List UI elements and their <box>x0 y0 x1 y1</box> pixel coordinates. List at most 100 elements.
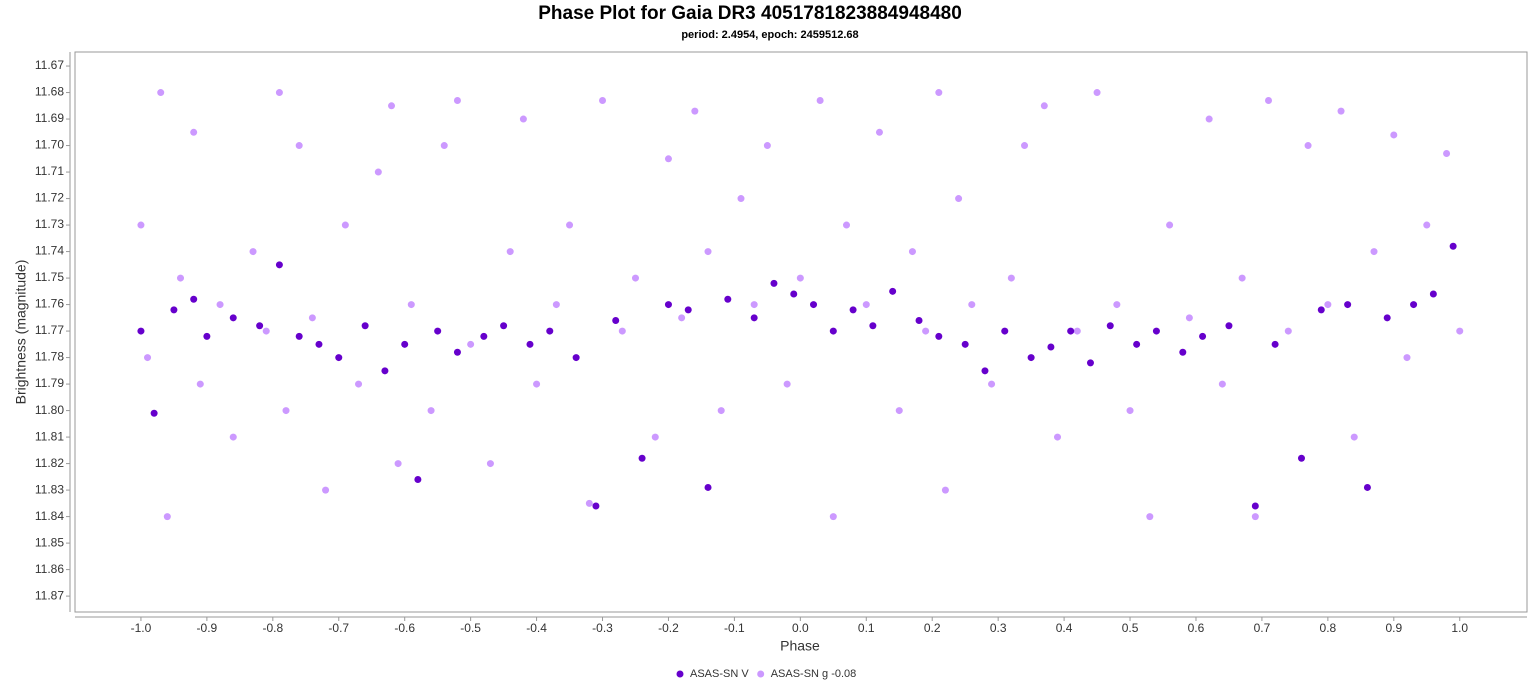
data-point <box>216 301 224 309</box>
data-point <box>908 248 916 256</box>
data-point <box>889 287 897 295</box>
data-point <box>941 486 949 494</box>
data-point <box>295 332 303 340</box>
data-point <box>1146 513 1154 521</box>
data-point <box>618 327 626 335</box>
data-point <box>585 499 593 507</box>
data-point <box>137 221 145 229</box>
data-point <box>480 332 488 340</box>
data-point <box>651 433 659 441</box>
x-tick-label: 0.2 <box>924 621 941 635</box>
data-point <box>519 115 527 123</box>
data-point <box>1067 327 1075 335</box>
data-point <box>664 301 672 309</box>
data-point <box>1047 343 1055 351</box>
data-point <box>572 354 580 362</box>
data-point <box>1271 340 1279 348</box>
data-point <box>1001 327 1009 335</box>
data-point <box>678 314 686 322</box>
y-tick-label: 11.86 <box>35 562 64 576</box>
data-point <box>1383 314 1391 322</box>
data-point <box>790 290 798 298</box>
data-point <box>915 316 923 324</box>
data-point <box>1324 301 1332 309</box>
data-point <box>374 168 382 176</box>
y-tick-label: 11.81 <box>35 429 64 443</box>
x-tick-label: 0.6 <box>1188 621 1205 635</box>
data-point <box>638 454 646 462</box>
data-point <box>1337 107 1345 115</box>
x-tick-label: 1.0 <box>1451 621 1468 635</box>
y-tick-label: 11.68 <box>35 85 64 99</box>
x-tick-label: -0.7 <box>328 621 349 635</box>
data-point <box>1363 483 1371 491</box>
data-point <box>1449 242 1457 250</box>
data-point <box>750 314 758 322</box>
data-point <box>1410 301 1418 309</box>
data-point <box>308 314 316 322</box>
data-point <box>763 142 771 150</box>
data-point <box>1021 142 1029 150</box>
data-point <box>935 89 943 97</box>
data-point <box>275 89 283 97</box>
data-point <box>724 295 732 303</box>
y-tick-label: 11.67 <box>35 58 64 72</box>
data-point <box>1185 314 1193 322</box>
y-tick-label: 11.83 <box>35 482 64 496</box>
data-point <box>282 407 290 415</box>
y-tick-label: 11.74 <box>35 244 64 258</box>
y-tick-label: 11.84 <box>35 509 64 523</box>
data-point <box>440 142 448 150</box>
y-tick-label: 11.75 <box>35 270 64 284</box>
legend-label: ASAS-SN g -0.08 <box>771 668 857 680</box>
data-point <box>394 460 402 468</box>
data-point <box>427 407 435 415</box>
data-point <box>1304 142 1312 150</box>
data-point <box>1040 102 1048 110</box>
x-tick-label: 0.1 <box>858 621 875 635</box>
data-point <box>1054 433 1062 441</box>
y-tick-label: 11.87 <box>35 588 64 602</box>
data-point <box>612 316 620 324</box>
data-point <box>453 348 461 356</box>
y-tick-label: 11.76 <box>35 297 64 311</box>
y-tick-label: 11.85 <box>35 535 64 549</box>
data-point <box>1456 327 1464 335</box>
y-tick-label: 11.71 <box>35 164 64 178</box>
data-point <box>1443 150 1451 158</box>
data-point <box>955 195 963 203</box>
x-tick-label: 0.3 <box>990 621 1007 635</box>
data-point <box>434 327 442 335</box>
x-tick-label: -1.0 <box>131 621 152 635</box>
y-axis-label: Brightness (magnitude) <box>13 260 29 405</box>
data-point <box>256 322 264 330</box>
data-point <box>631 274 639 282</box>
data-point <box>1199 332 1207 340</box>
data-point <box>157 89 165 97</box>
data-point <box>796 274 804 282</box>
data-point <box>1265 96 1273 104</box>
x-tick-label: 0.5 <box>1122 621 1139 635</box>
data-point <box>770 279 778 287</box>
data-point <box>750 301 758 309</box>
data-point <box>922 327 930 335</box>
data-point <box>684 306 692 314</box>
data-point <box>842 221 850 229</box>
data-point <box>190 295 198 303</box>
data-point <box>467 340 475 348</box>
data-point <box>1390 131 1398 139</box>
y-tick-label: 11.80 <box>35 403 64 417</box>
x-tick-label: -0.2 <box>658 621 679 635</box>
data-point <box>526 340 534 348</box>
data-point <box>1093 89 1101 97</box>
x-tick-label: -0.5 <box>460 621 481 635</box>
x-tick-label: 0.9 <box>1385 621 1402 635</box>
data-point <box>592 502 600 510</box>
data-point <box>229 433 237 441</box>
data-point <box>829 513 837 521</box>
data-point <box>190 128 198 136</box>
data-point <box>1317 306 1325 314</box>
y-tick-label: 11.78 <box>35 350 64 364</box>
legend-marker <box>757 670 765 678</box>
